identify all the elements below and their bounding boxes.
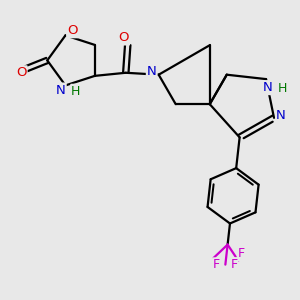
Text: N: N <box>56 84 66 97</box>
Text: O: O <box>67 24 78 37</box>
Text: N: N <box>276 110 286 122</box>
Text: N: N <box>263 81 273 94</box>
Text: H: H <box>71 85 81 98</box>
Text: F: F <box>213 258 220 271</box>
Text: H: H <box>278 82 287 95</box>
Text: F: F <box>230 258 237 271</box>
Text: O: O <box>118 32 129 44</box>
Text: N: N <box>147 65 157 78</box>
Text: F: F <box>238 247 245 260</box>
Text: O: O <box>16 66 27 79</box>
